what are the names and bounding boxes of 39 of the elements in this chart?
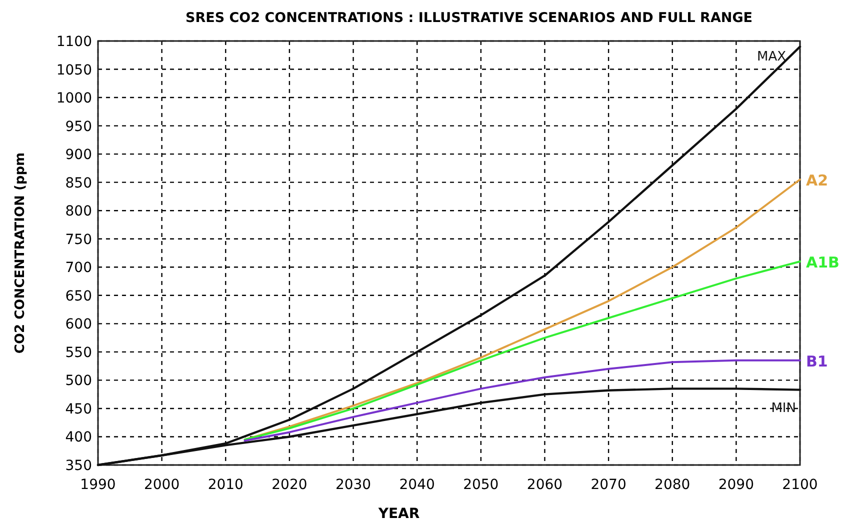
x-tick-label: 2020 — [272, 477, 308, 493]
y-tick-label: 1050 — [56, 62, 92, 78]
y-tick-label: 450 — [65, 401, 92, 418]
y-tick-label: 500 — [65, 373, 92, 390]
x-tick-label: 2000 — [144, 477, 180, 493]
line-series — [244, 260, 801, 441]
y-tick-label: 1100 — [56, 34, 92, 50]
chart-title: SRES CO2 CONCENTRATIONS : ILLUSTRATIVE SCENARIOS AND FULL RANGE — [185, 10, 753, 26]
y-axis-title: CO2 CONCENTRATION (ppm — [13, 152, 28, 354]
x-tick-label: 2030 — [335, 477, 372, 493]
series-label: A2 — [806, 172, 828, 190]
y-tick-label: 400 — [65, 430, 92, 446]
y-tick-label: 950 — [65, 118, 92, 135]
y-tick-label: 1000 — [56, 90, 92, 107]
x-tick-label: 1990 — [80, 477, 116, 493]
series-label: MAX — [756, 50, 786, 65]
x-tick-label: 2060 — [526, 477, 563, 493]
x-tick-label: 2070 — [590, 477, 626, 493]
x-tick-label: 2100 — [782, 477, 818, 493]
line-series — [244, 359, 801, 442]
y-tick-label: 700 — [65, 260, 92, 276]
y-tick-label: 550 — [65, 344, 92, 361]
x-tick-label: 2080 — [654, 477, 690, 493]
y-tick-label: 750 — [65, 232, 92, 248]
series-label: MIN — [771, 400, 796, 416]
y-tick-label: 900 — [65, 147, 92, 164]
x-tick-label: 2090 — [718, 477, 754, 493]
x-tick-label: 2050 — [463, 477, 499, 493]
line-series — [244, 178, 801, 441]
y-tick-label: 650 — [65, 288, 92, 304]
y-tick-label: 600 — [65, 316, 92, 333]
series-label: A1B — [806, 253, 840, 272]
y-tick-label: 800 — [65, 204, 92, 220]
y-tick-label: 350 — [65, 458, 92, 474]
x-tick-label: 2010 — [208, 477, 244, 493]
series-label: B1 — [806, 352, 828, 370]
y-tick-label: 850 — [65, 175, 92, 192]
x-tick-label: 2040 — [399, 477, 435, 493]
x-axis-title: YEAR — [377, 506, 420, 522]
